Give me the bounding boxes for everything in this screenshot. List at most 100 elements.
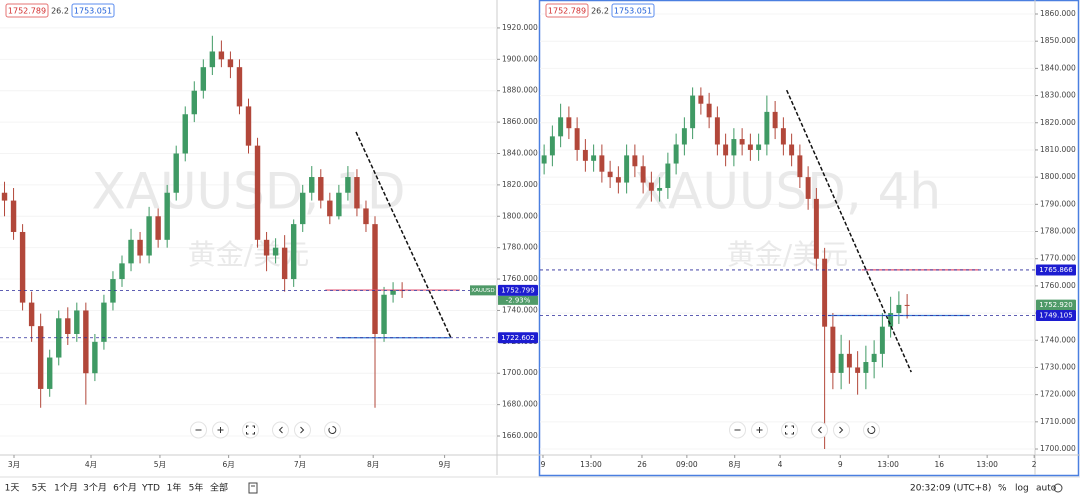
nav-button[interactable] xyxy=(324,421,341,439)
left-icon xyxy=(278,426,283,434)
candle-body xyxy=(46,357,53,389)
candle-body xyxy=(381,294,387,334)
nav-button[interactable] xyxy=(811,421,828,439)
candle-body xyxy=(28,302,35,327)
candle-body xyxy=(896,304,902,314)
candle-body xyxy=(272,247,279,256)
candle-body xyxy=(101,302,107,342)
bid-box xyxy=(5,3,49,18)
x-tick-label: 8月 xyxy=(729,460,741,469)
ask-box xyxy=(71,3,115,18)
range-button[interactable]: 3个月 xyxy=(83,483,107,494)
candle-body xyxy=(65,318,71,334)
change-box xyxy=(498,295,538,305)
y-tick-label: 1860.000 xyxy=(502,117,538,126)
nav-button[interactable] xyxy=(833,421,850,439)
candle-body xyxy=(110,279,116,303)
reset-icon xyxy=(328,426,337,434)
watermark-symbol: XAUUSD, 4h xyxy=(634,163,941,221)
price-label-box xyxy=(498,332,538,344)
candle-body xyxy=(209,51,216,68)
price-label: 1722.602 xyxy=(501,334,534,342)
range-button[interactable]: 6个月 xyxy=(113,483,137,494)
candle-body xyxy=(354,177,360,209)
candle-body xyxy=(309,177,315,193)
y-tick-label: 1830.000 xyxy=(1040,91,1076,100)
nav-button[interactable] xyxy=(781,421,798,439)
candle-body xyxy=(318,177,324,201)
goto-icon[interactable] xyxy=(248,482,258,494)
right-icon xyxy=(300,426,305,434)
candle-body xyxy=(74,310,80,334)
range-button[interactable]: 全部 xyxy=(210,482,228,494)
candle-body xyxy=(723,144,729,156)
toolbar xyxy=(248,482,1063,494)
candle-body xyxy=(92,341,98,374)
reset-icon xyxy=(867,426,876,434)
y-tick-label: 1680.000 xyxy=(502,400,538,409)
nav-button[interactable] xyxy=(272,421,289,439)
x-tick-label: 13:00 xyxy=(877,460,899,469)
candle-body xyxy=(681,128,687,145)
nav-button[interactable] xyxy=(863,421,880,439)
range-button[interactable]: 5天 xyxy=(32,484,47,494)
y-tick-label: 1710.000 xyxy=(1040,417,1076,426)
bid: 1752.789 xyxy=(548,7,586,16)
y-tick-label: 1700.000 xyxy=(1040,444,1076,453)
trend-line xyxy=(785,89,912,373)
candle-body xyxy=(780,128,786,145)
scale-option[interactable]: log xyxy=(1015,484,1029,494)
candle-body xyxy=(281,247,288,280)
candle-body xyxy=(10,200,17,232)
y-tick-label: 1800.000 xyxy=(1040,172,1076,181)
candle-body xyxy=(789,144,795,156)
y-tick-label: 1760.000 xyxy=(502,274,538,283)
candle-body xyxy=(363,208,369,225)
active-panel-border xyxy=(538,0,1080,477)
candle-body xyxy=(764,111,770,145)
candle-body xyxy=(263,239,270,256)
x-tick-label: 3月 xyxy=(8,460,20,469)
y-tick-label: 1800.000 xyxy=(502,211,538,220)
candle-body xyxy=(706,103,712,118)
range-button[interactable]: 1天 xyxy=(5,484,20,494)
candle-body xyxy=(390,290,396,295)
candle-body xyxy=(128,239,134,264)
candle-body xyxy=(227,59,234,68)
candle-body xyxy=(690,95,696,129)
candle-body xyxy=(582,149,588,161)
range-button[interactable]: 1个月 xyxy=(54,483,78,494)
range-button[interactable]: YTD xyxy=(141,484,160,494)
y-tick-label: 1850.000 xyxy=(1040,36,1076,45)
scale-option[interactable]: % xyxy=(998,484,1007,494)
nav-button[interactable] xyxy=(294,421,311,439)
scale-option[interactable]: auto xyxy=(1036,484,1057,494)
y-tick-label: 1900.000 xyxy=(502,54,538,63)
candle-body xyxy=(657,188,663,191)
x-tick-label: 7月 xyxy=(294,460,306,469)
nav-button[interactable] xyxy=(242,421,259,439)
right-icon xyxy=(839,426,844,434)
candle-body xyxy=(119,263,125,280)
candle-body xyxy=(615,177,621,183)
candle-body xyxy=(607,171,613,178)
candle-body xyxy=(888,313,894,327)
candle-body xyxy=(56,318,62,358)
range-button[interactable]: 5年 xyxy=(189,482,204,494)
candle-body xyxy=(336,192,342,217)
candle-body xyxy=(137,239,143,256)
range-button[interactable]: 1年 xyxy=(167,482,182,494)
candle-body xyxy=(714,117,720,145)
y-tick-label: 1840.000 xyxy=(502,148,538,157)
watermark-name: 黄金/美元 xyxy=(188,238,309,271)
zoom-in-icon xyxy=(756,427,763,433)
candle-body xyxy=(879,326,885,354)
settings-icon[interactable] xyxy=(1053,483,1063,493)
ask: 1753.051 xyxy=(74,7,112,16)
price-label-box xyxy=(1036,310,1076,322)
candle-body xyxy=(855,367,861,373)
zoom-in-icon xyxy=(217,427,224,433)
candle-body xyxy=(1,192,8,201)
y-tick-label: 1820.000 xyxy=(1040,118,1076,127)
x-tick-label: 6月 xyxy=(222,460,234,469)
